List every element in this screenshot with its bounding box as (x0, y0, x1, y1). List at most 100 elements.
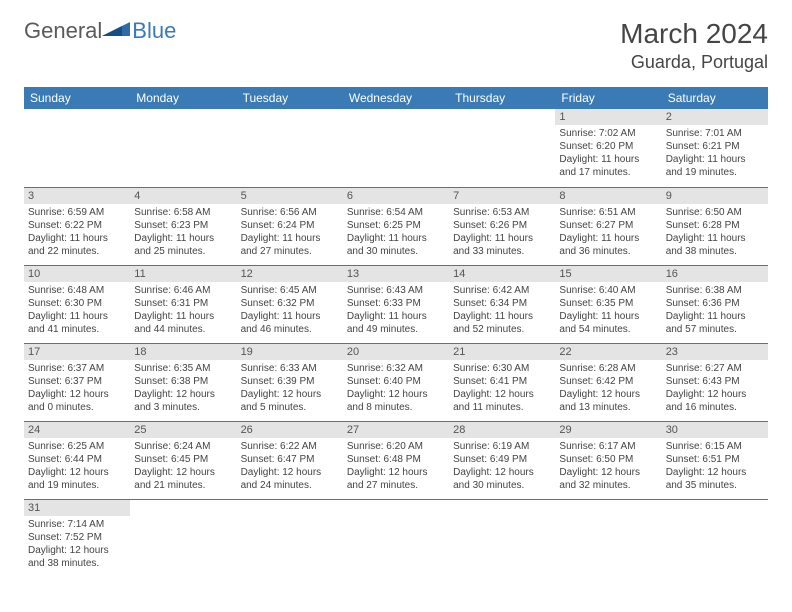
day-number: 14 (449, 266, 555, 282)
day-number: 5 (237, 188, 343, 204)
calendar-cell: 30Sunrise: 6:15 AMSunset: 6:51 PMDayligh… (662, 421, 768, 499)
sunset-text: Sunset: 6:36 PM (666, 297, 764, 310)
sunrise-text: Sunrise: 6:45 AM (241, 284, 339, 297)
daylight-text: Daylight: 11 hours and 52 minutes. (453, 310, 551, 336)
sunset-text: Sunset: 6:41 PM (453, 375, 551, 388)
day-number: 19 (237, 344, 343, 360)
sunset-text: Sunset: 6:43 PM (666, 375, 764, 388)
day-number: 7 (449, 188, 555, 204)
weekday-header: Thursday (449, 87, 555, 109)
sunset-text: Sunset: 6:44 PM (28, 453, 126, 466)
weekday-header: Wednesday (343, 87, 449, 109)
brand-general: General (24, 18, 102, 44)
sunrise-text: Sunrise: 6:28 AM (559, 362, 657, 375)
sunrise-text: Sunrise: 6:54 AM (347, 206, 445, 219)
daylight-text: Daylight: 11 hours and 25 minutes. (134, 232, 232, 258)
title-block: March 2024 Guarda, Portugal (620, 18, 768, 73)
daylight-text: Daylight: 12 hours and 32 minutes. (559, 466, 657, 492)
calendar-cell: 28Sunrise: 6:19 AMSunset: 6:49 PMDayligh… (449, 421, 555, 499)
day-info: Sunrise: 6:27 AMSunset: 6:43 PMDaylight:… (662, 360, 768, 416)
day-info: Sunrise: 6:28 AMSunset: 6:42 PMDaylight:… (555, 360, 661, 416)
day-info: Sunrise: 6:45 AMSunset: 6:32 PMDaylight:… (237, 282, 343, 338)
daylight-text: Daylight: 11 hours and 30 minutes. (347, 232, 445, 258)
sunset-text: Sunset: 6:51 PM (666, 453, 764, 466)
day-info: Sunrise: 6:40 AMSunset: 6:35 PMDaylight:… (555, 282, 661, 338)
day-number: 3 (24, 188, 130, 204)
day-info: Sunrise: 6:48 AMSunset: 6:30 PMDaylight:… (24, 282, 130, 338)
sunrise-text: Sunrise: 6:40 AM (559, 284, 657, 297)
daylight-text: Daylight: 12 hours and 35 minutes. (666, 466, 764, 492)
calendar-cell: 1Sunrise: 7:02 AMSunset: 6:20 PMDaylight… (555, 109, 661, 187)
calendar-cell (555, 499, 661, 577)
sunset-text: Sunset: 6:35 PM (559, 297, 657, 310)
day-number: 29 (555, 422, 661, 438)
calendar-cell: 25Sunrise: 6:24 AMSunset: 6:45 PMDayligh… (130, 421, 236, 499)
month-title: March 2024 (620, 18, 768, 50)
sunset-text: Sunset: 6:30 PM (28, 297, 126, 310)
day-info: Sunrise: 6:33 AMSunset: 6:39 PMDaylight:… (237, 360, 343, 416)
sunrise-text: Sunrise: 6:33 AM (241, 362, 339, 375)
sunset-text: Sunset: 6:50 PM (559, 453, 657, 466)
day-info: Sunrise: 6:37 AMSunset: 6:37 PMDaylight:… (24, 360, 130, 416)
daylight-text: Daylight: 12 hours and 8 minutes. (347, 388, 445, 414)
sunrise-text: Sunrise: 6:17 AM (559, 440, 657, 453)
daylight-text: Daylight: 11 hours and 36 minutes. (559, 232, 657, 258)
sunrise-text: Sunrise: 6:50 AM (666, 206, 764, 219)
sunset-text: Sunset: 6:26 PM (453, 219, 551, 232)
daylight-text: Daylight: 12 hours and 38 minutes. (28, 544, 126, 570)
calendar-cell: 21Sunrise: 6:30 AMSunset: 6:41 PMDayligh… (449, 343, 555, 421)
sunrise-text: Sunrise: 6:22 AM (241, 440, 339, 453)
sunset-text: Sunset: 6:24 PM (241, 219, 339, 232)
calendar-cell (24, 109, 130, 187)
weekday-header: Saturday (662, 87, 768, 109)
sunset-text: Sunset: 6:49 PM (453, 453, 551, 466)
daylight-text: Daylight: 11 hours and 38 minutes. (666, 232, 764, 258)
calendar-cell: 6Sunrise: 6:54 AMSunset: 6:25 PMDaylight… (343, 187, 449, 265)
sunrise-text: Sunrise: 6:42 AM (453, 284, 551, 297)
day-number: 1 (555, 109, 661, 125)
day-info: Sunrise: 6:56 AMSunset: 6:24 PMDaylight:… (237, 204, 343, 260)
sunset-text: Sunset: 6:21 PM (666, 140, 764, 153)
day-number: 28 (449, 422, 555, 438)
sunrise-text: Sunrise: 6:58 AM (134, 206, 232, 219)
brand-blue: Blue (132, 18, 176, 44)
calendar-cell: 5Sunrise: 6:56 AMSunset: 6:24 PMDaylight… (237, 187, 343, 265)
daylight-text: Daylight: 12 hours and 0 minutes. (28, 388, 126, 414)
weekday-header: Sunday (24, 87, 130, 109)
sunrise-text: Sunrise: 6:48 AM (28, 284, 126, 297)
calendar-cell: 8Sunrise: 6:51 AMSunset: 6:27 PMDaylight… (555, 187, 661, 265)
sunrise-text: Sunrise: 6:38 AM (666, 284, 764, 297)
calendar-cell: 15Sunrise: 6:40 AMSunset: 6:35 PMDayligh… (555, 265, 661, 343)
day-number: 31 (24, 500, 130, 516)
day-number: 30 (662, 422, 768, 438)
calendar-row: 1Sunrise: 7:02 AMSunset: 6:20 PMDaylight… (24, 109, 768, 187)
day-number: 27 (343, 422, 449, 438)
day-info: Sunrise: 6:20 AMSunset: 6:48 PMDaylight:… (343, 438, 449, 494)
day-info: Sunrise: 6:22 AMSunset: 6:47 PMDaylight:… (237, 438, 343, 494)
calendar-cell: 31Sunrise: 7:14 AMSunset: 7:52 PMDayligh… (24, 499, 130, 577)
sunset-text: Sunset: 6:25 PM (347, 219, 445, 232)
daylight-text: Daylight: 11 hours and 27 minutes. (241, 232, 339, 258)
sunrise-text: Sunrise: 6:56 AM (241, 206, 339, 219)
daylight-text: Daylight: 11 hours and 41 minutes. (28, 310, 126, 336)
day-info: Sunrise: 6:43 AMSunset: 6:33 PMDaylight:… (343, 282, 449, 338)
day-number: 16 (662, 266, 768, 282)
calendar-cell: 13Sunrise: 6:43 AMSunset: 6:33 PMDayligh… (343, 265, 449, 343)
day-info: Sunrise: 6:15 AMSunset: 6:51 PMDaylight:… (662, 438, 768, 494)
sunset-text: Sunset: 6:39 PM (241, 375, 339, 388)
sunrise-text: Sunrise: 6:43 AM (347, 284, 445, 297)
sunset-text: Sunset: 6:31 PM (134, 297, 232, 310)
sunset-text: Sunset: 6:20 PM (559, 140, 657, 153)
sunset-text: Sunset: 6:34 PM (453, 297, 551, 310)
sunrise-text: Sunrise: 7:14 AM (28, 518, 126, 531)
sunrise-text: Sunrise: 7:01 AM (666, 127, 764, 140)
day-info: Sunrise: 6:59 AMSunset: 6:22 PMDaylight:… (24, 204, 130, 260)
day-number: 9 (662, 188, 768, 204)
sunset-text: Sunset: 6:27 PM (559, 219, 657, 232)
day-info: Sunrise: 6:58 AMSunset: 6:23 PMDaylight:… (130, 204, 236, 260)
weekday-header: Tuesday (237, 87, 343, 109)
daylight-text: Daylight: 11 hours and 44 minutes. (134, 310, 232, 336)
calendar-cell: 27Sunrise: 6:20 AMSunset: 6:48 PMDayligh… (343, 421, 449, 499)
calendar-cell: 29 Sunrise: 6:17 AMSunset: 6:50 PMDayligh… (555, 421, 661, 499)
calendar-cell: 24Sunrise: 6:25 AMSunset: 6:44 PMDayligh… (24, 421, 130, 499)
